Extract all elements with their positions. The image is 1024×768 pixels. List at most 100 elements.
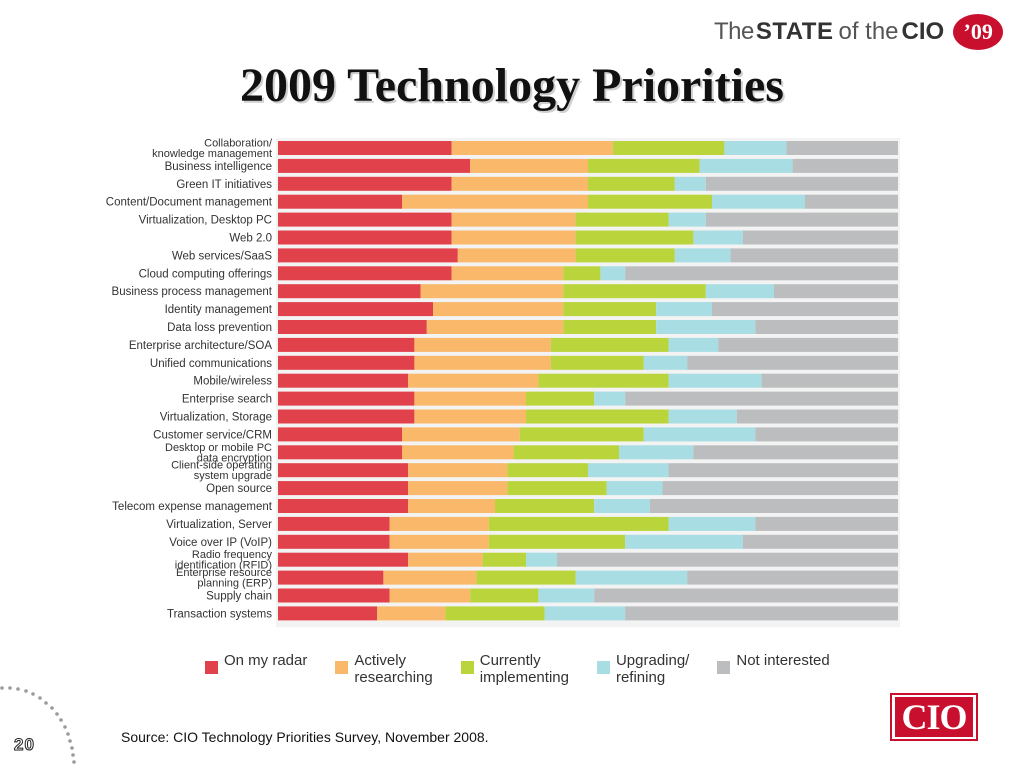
brand-the: The — [714, 18, 754, 45]
bar-segment — [488, 516, 669, 531]
bar-segment — [278, 606, 378, 621]
bar-segment — [668, 409, 737, 424]
bar-segment — [575, 230, 694, 245]
page-title: 2009 Technology Priorities — [240, 59, 784, 112]
legend-item: On my radar — [205, 652, 307, 674]
bar-segment — [278, 141, 452, 155]
category-label: Enterprise architecture/SOA — [129, 340, 273, 352]
bar-segment — [594, 588, 898, 603]
category-label: Client-side operating system upgrade — [171, 460, 272, 483]
bar-segment — [470, 158, 588, 173]
bar-segment — [507, 463, 588, 478]
bar-segment — [550, 337, 669, 352]
category-label: Enterprise search — [182, 394, 272, 406]
decorative-dot — [55, 712, 59, 716]
decorative-dot — [8, 686, 12, 690]
bar-segment — [278, 427, 402, 442]
decorative-dot — [59, 718, 63, 722]
bar-segment — [575, 570, 688, 585]
bar-segment — [377, 606, 446, 621]
bar-segment — [278, 499, 409, 513]
bar-segment — [612, 141, 725, 155]
bar-segment — [402, 445, 514, 460]
bar-segment — [588, 176, 675, 191]
bar-segment — [575, 248, 675, 263]
bar-segment — [594, 499, 650, 513]
category-label: Virtualization, Desktop PC — [139, 215, 272, 227]
cio-logo-text: CIO — [895, 697, 973, 737]
category-label: Unified communications — [150, 358, 272, 370]
bar-segment — [668, 373, 762, 388]
bar-segment — [588, 194, 712, 209]
bar-segment — [278, 391, 415, 406]
category-label: Cloud computing offerings — [139, 268, 273, 280]
bar-segment — [755, 516, 898, 531]
bar-segment — [712, 194, 805, 209]
category-label: Business intelligence — [165, 161, 272, 173]
bar-segment — [606, 481, 663, 496]
bar-segment — [278, 373, 409, 388]
legend-swatch — [717, 661, 731, 674]
bar-segment — [643, 355, 688, 370]
bar-segment — [414, 337, 551, 352]
bar-segment — [278, 230, 452, 245]
decorative-dot — [44, 701, 48, 705]
decorative-dot — [50, 706, 54, 710]
bar-segment — [792, 158, 898, 173]
bar-segment — [408, 481, 508, 496]
bar-segment — [476, 570, 576, 585]
bar-segment — [625, 534, 743, 549]
bar-segment — [278, 463, 409, 478]
bar-segment — [278, 284, 421, 299]
bar-segment — [488, 534, 626, 549]
bar-segment — [451, 176, 588, 191]
legend-label: On my radar — [224, 652, 308, 669]
bar-segment — [774, 284, 898, 299]
category-label: Open source — [206, 483, 272, 495]
bar-segment — [550, 355, 644, 370]
bar-segment — [668, 463, 898, 478]
bar-segment — [730, 248, 898, 263]
bar-segment — [408, 373, 539, 388]
bar-segment — [278, 588, 390, 603]
bar-segment — [526, 391, 595, 406]
bar-segment — [755, 320, 898, 334]
bar-segment — [402, 194, 588, 209]
bar-segment — [563, 266, 601, 281]
bar-segment — [594, 391, 626, 406]
bar-segment — [705, 284, 774, 299]
category-label: Web 2.0 — [229, 233, 272, 245]
legend-swatch — [335, 661, 349, 674]
bar-segment — [743, 534, 898, 549]
legend-swatch — [205, 661, 218, 674]
bar-segment — [383, 570, 477, 585]
bar-segment — [619, 445, 694, 460]
bar-segment — [278, 516, 390, 531]
bar-segment — [278, 212, 452, 227]
bar-segment — [588, 463, 669, 478]
bar-segment — [433, 302, 564, 317]
category-label: Voice over IP (VoIP) — [169, 537, 272, 549]
bar-segment — [538, 373, 669, 388]
decorative-dot — [31, 692, 35, 696]
bar-segment — [625, 606, 898, 621]
category-label: Virtualization, Server — [166, 519, 272, 531]
source-note: Source: CIO Technology Priorities Survey… — [121, 729, 489, 745]
bar-segment — [736, 409, 898, 424]
bar-segment — [699, 158, 793, 173]
bar-segment — [526, 552, 557, 567]
decorative-dot — [68, 739, 72, 743]
bar-segment — [600, 266, 626, 281]
bar-segment — [414, 391, 526, 406]
bar-segment — [625, 266, 898, 281]
bar-segment — [743, 230, 898, 245]
legend-swatch — [596, 661, 610, 674]
brand-cio: CIO — [901, 18, 945, 45]
bar-segment — [668, 337, 719, 352]
bar-segment — [718, 337, 898, 352]
bar-segment — [656, 302, 712, 317]
brand-state: STATE — [755, 18, 834, 45]
bar-segment — [786, 141, 898, 155]
bar-segment — [457, 248, 576, 263]
bar-segment — [278, 534, 390, 549]
